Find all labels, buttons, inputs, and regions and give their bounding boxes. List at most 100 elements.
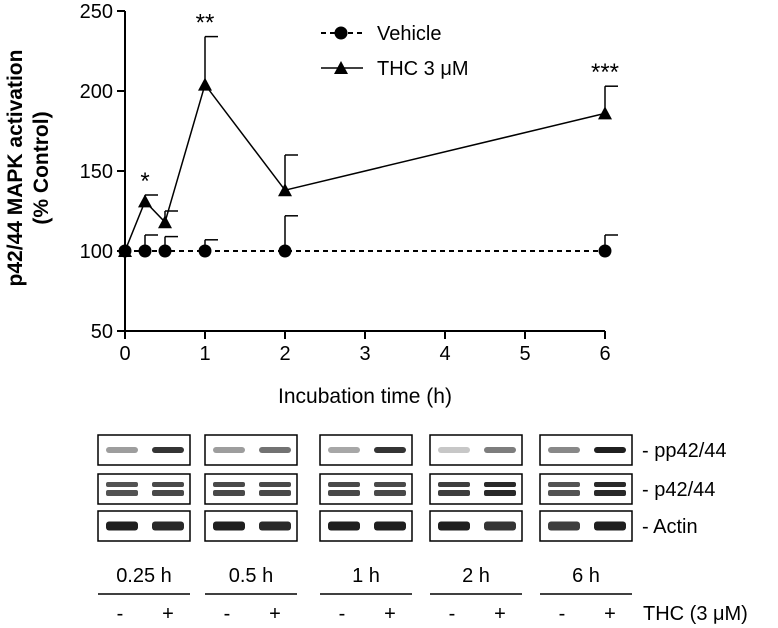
blot-band — [548, 447, 580, 453]
y-axis-label-line1: p42/44 MAPK activation — [4, 50, 27, 287]
blot-plus-label: + — [384, 603, 396, 625]
blot-band — [548, 490, 580, 496]
vehicle-point — [138, 244, 152, 258]
legend-thc-marker — [334, 61, 348, 74]
blot-band — [152, 521, 184, 531]
blot-plus-label: + — [494, 603, 506, 625]
blot-treatment-label: THC (3 μM) — [643, 603, 748, 625]
blot-band — [438, 482, 470, 487]
vehicle-point — [158, 244, 172, 258]
blot-time-label: 6 h — [572, 565, 600, 587]
blot-time-label: 0.25 h — [116, 565, 172, 587]
blot-band — [374, 521, 406, 531]
thc-point — [278, 183, 292, 197]
blot-minus-label: - — [117, 603, 124, 625]
thc-point — [598, 106, 612, 120]
blot-frame — [429, 473, 523, 505]
blot-band — [213, 521, 245, 531]
blot-band — [484, 521, 516, 531]
x-tick-label: 0 — [119, 343, 130, 365]
thc-point — [198, 77, 212, 91]
x-tick-label: 6 — [599, 343, 610, 365]
y-tick-label: 250 — [80, 1, 113, 23]
x-tick-label: 1 — [199, 343, 210, 365]
blot-plus-label: + — [604, 603, 616, 625]
blot-minus-label: - — [449, 603, 456, 625]
y-tick-label: 200 — [80, 81, 113, 103]
legend-vehicle-marker — [334, 26, 348, 40]
blot-row-label: - p42/44 — [642, 479, 715, 501]
vehicle-point — [198, 244, 212, 258]
significance-label: *** — [591, 59, 619, 86]
blot-band — [594, 447, 626, 453]
blot-band — [106, 447, 138, 453]
thc-point — [158, 215, 172, 229]
blot-plus-label: + — [269, 603, 281, 625]
blot-band — [438, 490, 470, 496]
vehicle-point — [598, 244, 612, 258]
blot-band — [374, 490, 406, 496]
chart-series: ****** — [118, 10, 619, 258]
blot-band — [438, 521, 470, 531]
x-tick-label: 3 — [359, 343, 370, 365]
blot-frame — [539, 473, 633, 505]
x-axis-label: Incubation time (h) — [278, 385, 452, 408]
vehicle-point — [118, 244, 132, 258]
blot-band — [548, 521, 580, 531]
blot-band — [484, 490, 516, 496]
blot-minus-label: - — [559, 603, 566, 625]
blot-band — [328, 490, 360, 496]
blot-band — [484, 447, 516, 453]
legend-thc-label: THC 3 μM — [377, 58, 469, 80]
blot-band — [213, 482, 245, 487]
blot-band — [106, 521, 138, 531]
y-tick-label: 50 — [91, 321, 113, 343]
blot-frame — [204, 473, 298, 505]
blot-band — [328, 447, 360, 453]
x-tick-label: 5 — [519, 343, 530, 365]
blot-time-label: 1 h — [352, 565, 380, 587]
blot-row-label: - pp42/44 — [642, 440, 727, 462]
chart-legend: Vehicle THC 3 μM — [321, 23, 469, 80]
blot-band — [259, 482, 291, 487]
blot-band — [152, 490, 184, 496]
y-axis-label-line2: (% Control) — [30, 111, 53, 224]
y-tick-label: 100 — [80, 241, 113, 263]
blot-band — [594, 521, 626, 531]
blot-band — [259, 490, 291, 496]
blot-frame — [319, 473, 413, 505]
blot-band — [374, 482, 406, 487]
blot-minus-label: - — [224, 603, 231, 625]
blot-band — [594, 490, 626, 496]
blot-band — [374, 447, 406, 453]
thc-point — [138, 194, 152, 208]
x-tick-label: 2 — [279, 343, 290, 365]
blot-band — [594, 482, 626, 487]
y-tick-label: 150 — [80, 161, 113, 183]
blot-band — [152, 447, 184, 453]
blot-band — [259, 447, 291, 453]
blot-frame — [97, 473, 191, 505]
chart-axes: 50 100 150 200 250 0 1 2 3 4 5 6 — [80, 1, 611, 365]
significance-label: ** — [196, 10, 215, 37]
blot-band — [484, 482, 516, 487]
blot-band — [328, 482, 360, 487]
vehicle-point — [278, 244, 292, 258]
blot-time-label: 2 h — [462, 565, 490, 587]
blot-band — [213, 490, 245, 496]
legend-vehicle-label: Vehicle — [377, 23, 442, 45]
blot-band — [106, 490, 138, 496]
blot-band — [438, 447, 470, 453]
blot-plus-label: + — [162, 603, 174, 625]
blot-minus-label: - — [339, 603, 346, 625]
blot-band — [213, 447, 245, 453]
x-tick-label: 4 — [439, 343, 450, 365]
blot-band — [328, 521, 360, 531]
thc-series-line — [124, 82, 606, 252]
western-blot-panel: 0.25 h- +0.5 h- +1 h- +2 h- +6 h- +- pp42/44-… — [97, 434, 748, 625]
blot-band — [152, 482, 184, 487]
significance-label: * — [140, 168, 149, 195]
blot-band — [548, 482, 580, 487]
